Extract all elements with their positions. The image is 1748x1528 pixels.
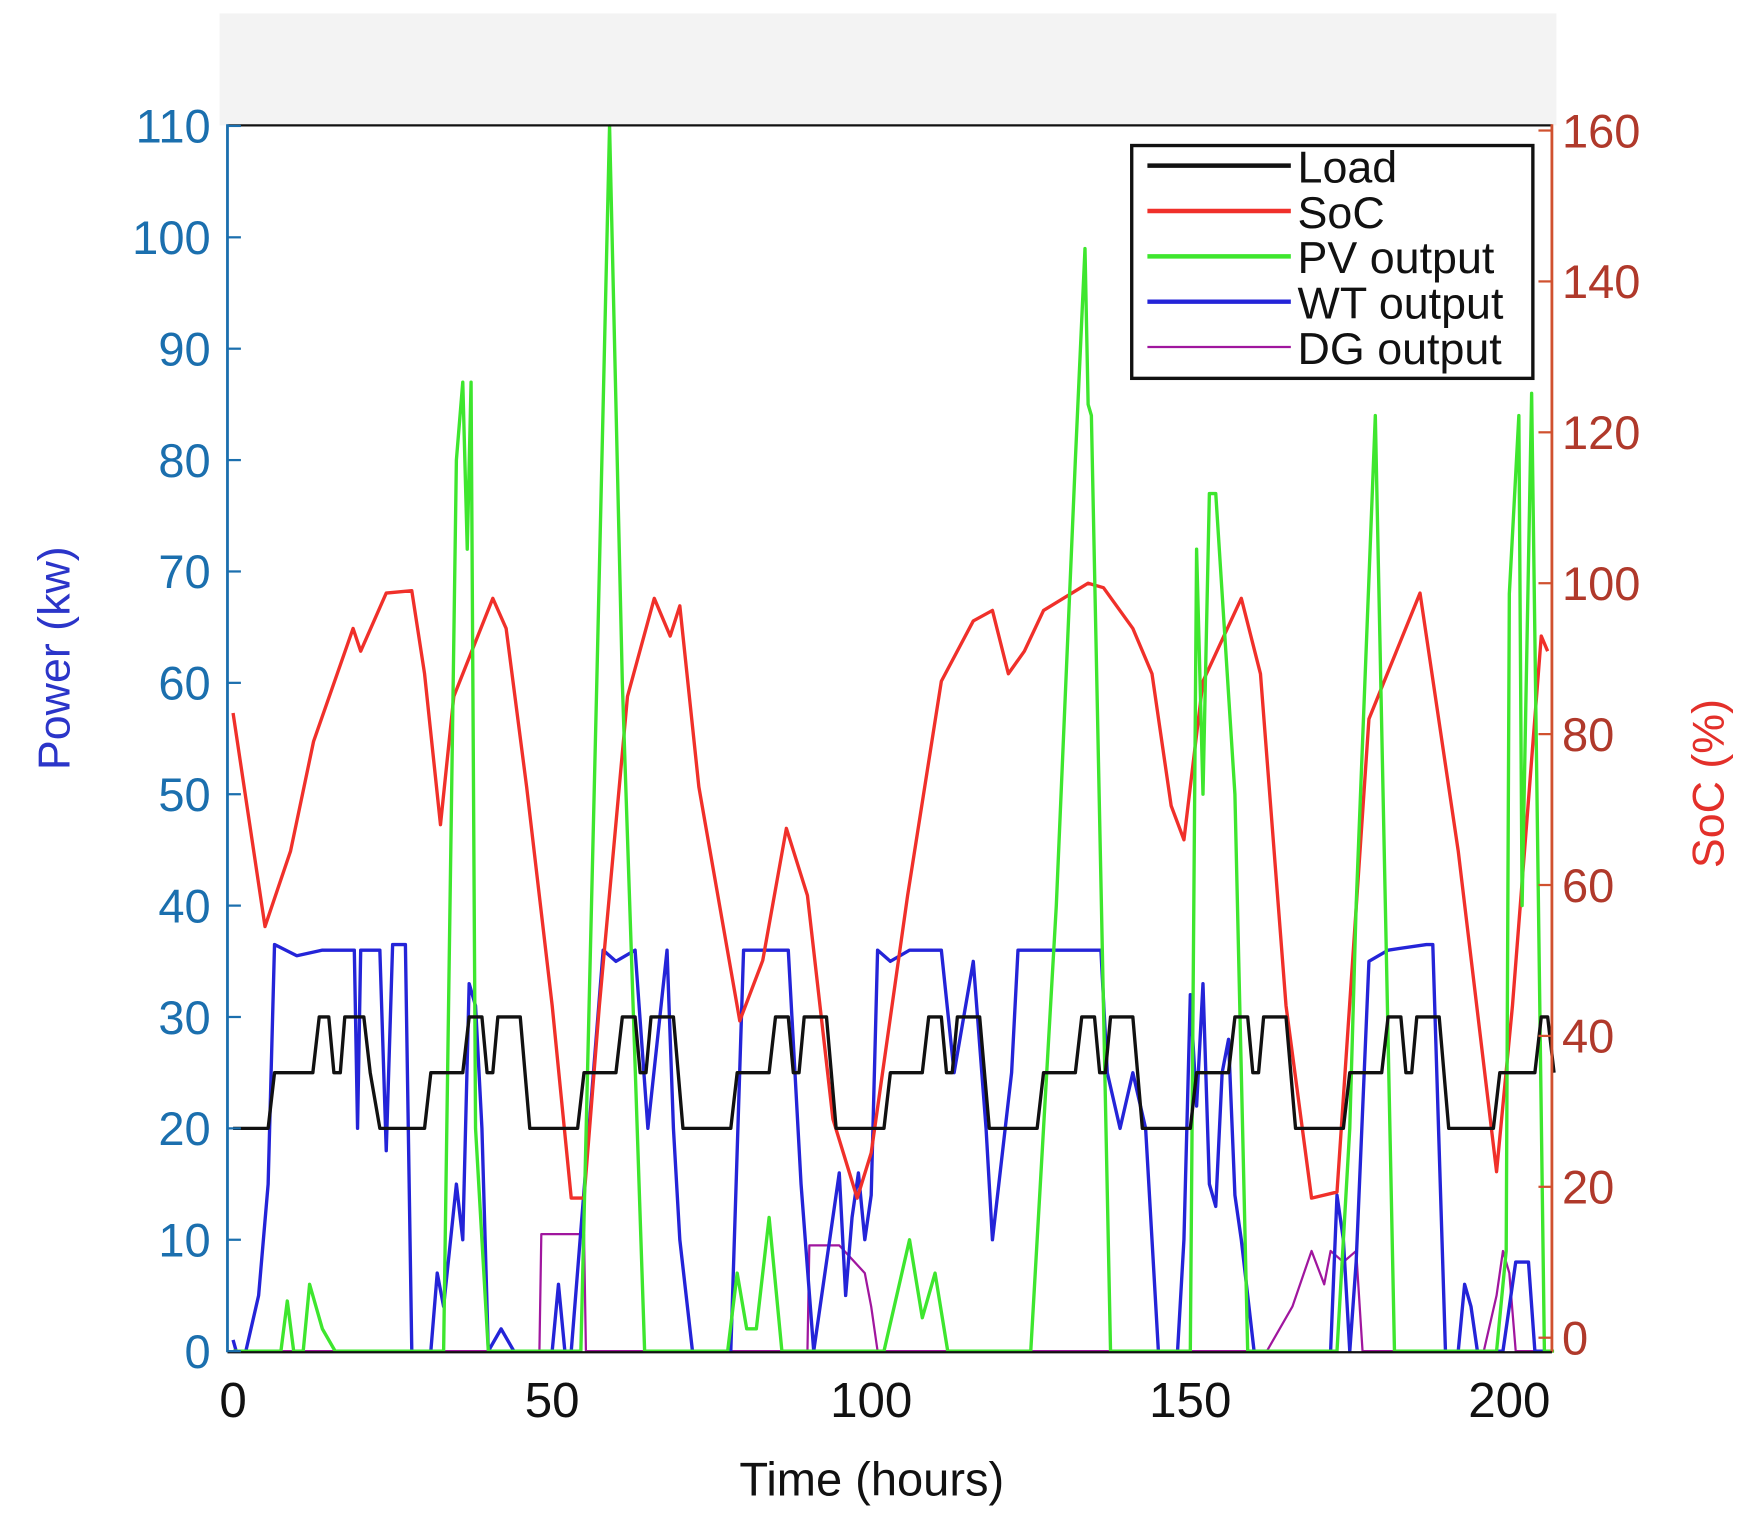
legend-label: SoC <box>1298 188 1385 238</box>
x-tick-label: 150 <box>1149 1373 1231 1428</box>
y-tick-label-left: 60 <box>158 657 210 710</box>
y-tick-label-left: 100 <box>132 211 210 264</box>
y-tick-label-left: 110 <box>136 100 211 153</box>
y-tick-label-left: 70 <box>158 545 210 598</box>
legend-label: DG output <box>1298 324 1503 374</box>
y-tick-label-right: 160 <box>1562 104 1640 157</box>
y-tick-label-right: 120 <box>1562 406 1640 459</box>
y-axis-label-right: SoC (%) <box>1683 699 1733 868</box>
x-axis-label: Time (hours) <box>739 1453 1004 1506</box>
x-tick-label: 50 <box>525 1373 580 1428</box>
y-tick-label-right: 0 <box>1562 1312 1588 1365</box>
y-tick-label-left: 30 <box>158 991 210 1044</box>
series-line-load <box>233 1015 1556 1131</box>
series-line-soc <box>231 581 1550 1200</box>
plot-frame-top <box>227 124 1552 127</box>
ticks-layer: 0 50 100 150 2000102030405060708090100110020… <box>132 100 1640 1428</box>
y-tick-label-left: 10 <box>158 1214 210 1267</box>
y-tick-label-left: 40 <box>158 879 210 932</box>
x-tick-label: 100 <box>830 1373 912 1428</box>
y-tick-label-right: 100 <box>1562 557 1640 610</box>
y-tick-label-left: 20 <box>158 1102 210 1155</box>
y-tick-label-right: 40 <box>1562 1010 1614 1063</box>
y-tick-label-left: 50 <box>158 768 210 821</box>
top-band <box>219 13 1557 126</box>
y-tick-label-right: 20 <box>1562 1161 1614 1214</box>
y-tick-label-right: 80 <box>1562 708 1614 761</box>
y-tick-label-left: 90 <box>158 323 210 376</box>
y-tick-label-right: 60 <box>1562 859 1614 912</box>
series-line-wt-output <box>231 942 1548 1353</box>
x-tick-label: 0 <box>219 1373 246 1428</box>
legend-label: Load <box>1298 142 1398 192</box>
x-tick-label: 200 <box>1468 1373 1550 1428</box>
series-layer <box>231 124 1556 1353</box>
series-line-pv-output <box>233 124 1555 1353</box>
y-tick-label-left: 80 <box>158 434 210 487</box>
legend-box <box>1130 143 1535 381</box>
y-tick-label-right: 140 <box>1562 255 1640 308</box>
y-axis-label-left: Power (kw) <box>29 546 79 770</box>
legend-label: WT output <box>1298 278 1504 328</box>
y-tick-label-left: 0 <box>184 1325 210 1378</box>
legend-label: PV output <box>1298 233 1495 283</box>
